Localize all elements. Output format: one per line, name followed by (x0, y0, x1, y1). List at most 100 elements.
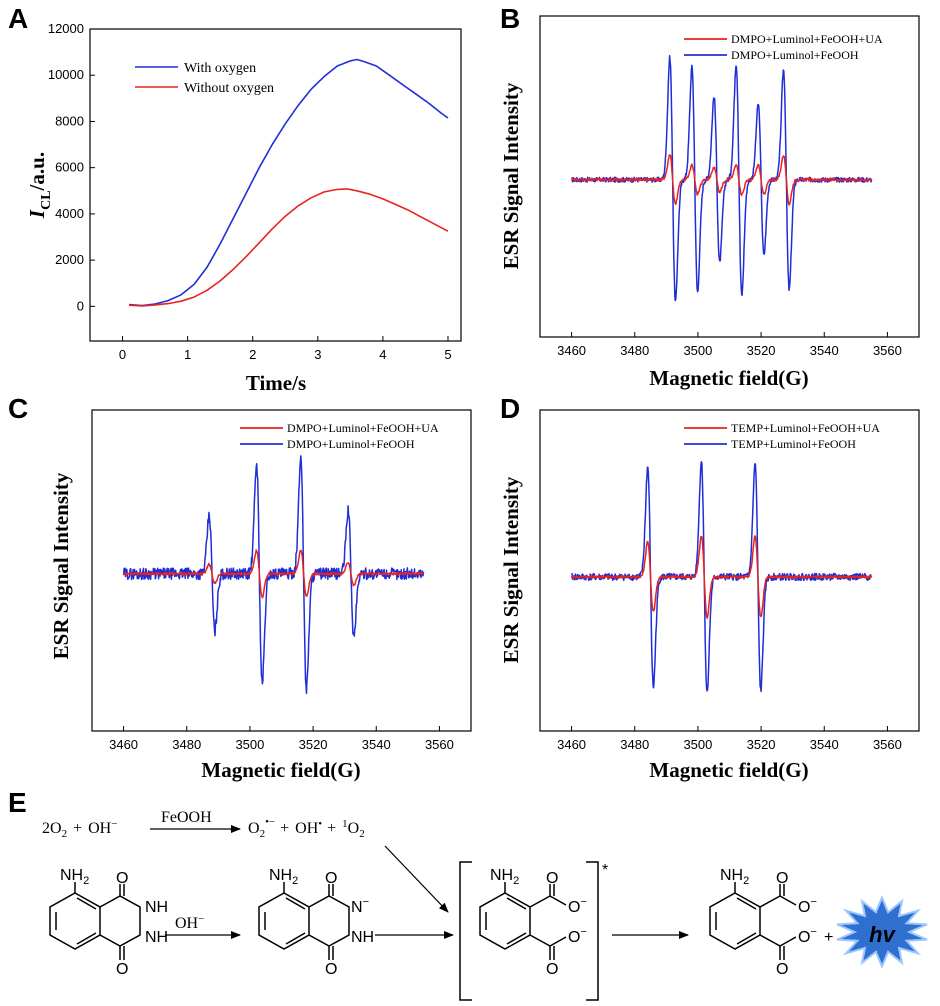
x-tick-label-d: 3520 (747, 737, 776, 752)
arrow-label-oh-charge: − (198, 913, 204, 925)
nh2-sub-2: 2 (292, 875, 298, 887)
benzene-ring-4 (709, 892, 761, 950)
x-tick-label-c: 3460 (109, 737, 138, 752)
plot-frame-a (89, 28, 462, 342)
x-axis-title-b: Magnetic field(G) (649, 366, 808, 390)
singlet-sub: 2 (359, 828, 365, 840)
y-tick-label-a: 4000 (55, 206, 84, 221)
nh2-text-2: NH (269, 867, 292, 884)
y-tick-label-a: 2000 (55, 252, 84, 267)
nh-label-2: NH (351, 929, 374, 946)
x-tick-label-b: 3500 (683, 343, 712, 358)
series-group-b (570, 54, 873, 302)
nh2-sub-3: 2 (513, 875, 519, 887)
carboxylate-o-3-bottom-charge: − (580, 926, 586, 938)
x-tick-label-d: 3500 (683, 737, 712, 752)
series-line-d-ua (570, 535, 873, 619)
panel-e: E 2O2 + OH− FeOOH O2•− + OH• +1O2 NH2 O O NH … (8, 787, 928, 1001)
carboxyl-bond-4a (759, 895, 781, 908)
legend-label-b: DMPO+Luminol+FeOOH (731, 48, 859, 62)
legend-label-with-oxygen: With oxygen (184, 61, 256, 76)
carboxylate-o-3-top-text: O (568, 899, 580, 916)
double-bond-3 (76, 897, 97, 910)
carboxylate-o-4-bottom-text: O (798, 929, 810, 946)
hydroxide: OH (88, 820, 112, 837)
plus-photon: + (824, 929, 833, 946)
nh2-label-3: NH2 (490, 867, 519, 887)
reaction-products-text: O2•− + OH• +1O2 (248, 816, 365, 840)
nh2-label-2: NH2 (269, 867, 298, 887)
y-tick-label-a: 8000 (55, 113, 84, 128)
plot-frame-b (539, 15, 920, 338)
x-axis-title-d: Magnetic field(G) (649, 758, 808, 782)
y-axis-title-a-sub: CL (39, 190, 54, 209)
singlet-sup: 1 (342, 818, 348, 830)
panel-letter-d: D (500, 393, 520, 424)
carbonyl-o-2-top: O (325, 870, 337, 887)
reaction-oxygen-activation: 2O2 + OH− FeOOH O2•− + OH• +1O2 (42, 809, 449, 913)
panel-letter-c: C (8, 393, 28, 424)
panel-a: A 0 1 2 3 4 5 0 2000 4000 6000 8000 10000 12000 With… (8, 3, 462, 395)
series-group-a (129, 58, 449, 307)
arrow-label-oh-text: OH (175, 915, 199, 932)
reactant-o: O (50, 820, 62, 837)
panel-c: C 3460 3480 3500 3520 3540 3560 DMPO+Luminol+… (8, 393, 472, 782)
arrow-ros-to-intermediate (384, 845, 449, 913)
x-tick-label-b: 3560 (873, 343, 902, 358)
y-axis-title-d: ESR Signal Intensity (499, 476, 523, 663)
bracket-left (459, 861, 472, 1001)
superoxide-o: O (248, 820, 260, 837)
benzene-ring-3 (479, 892, 531, 950)
x-tick-label-d: 3540 (810, 737, 839, 752)
carboxylate-bond-3b (549, 936, 567, 947)
nh2-label-1: NH2 (60, 867, 89, 887)
series-line-c-ua (123, 549, 424, 599)
x-tick-label-b: 3540 (810, 343, 839, 358)
n-anion-label: N− (351, 896, 369, 916)
nh2-sub-1: 2 (83, 875, 89, 887)
double-bond-12 (736, 897, 757, 910)
panel-b: B 3460 3480 3500 3520 3540 3560 DMPO+Luminol+… (499, 3, 920, 390)
double-bond-9 (506, 897, 527, 910)
carboxyl-o-3-bottom: O (546, 961, 558, 978)
superoxide-sup: •− (265, 816, 275, 828)
double-bond-2 (76, 932, 97, 945)
panel-letter-a: A (8, 3, 28, 34)
panel-d: D 3460 3480 3500 3520 3540 3560 TEMP+Luminol+… (499, 393, 920, 782)
carboxylate-o-4-top-text: O (798, 899, 810, 916)
carboxyl-bond-3a (529, 895, 551, 908)
carboxylate-o-4-bottom: O− (798, 926, 817, 946)
carboxyl-o-4-bottom: O (776, 961, 788, 978)
axis-ticks-a: 0 1 2 3 4 5 0 2000 4000 6000 8000 10000 12000 (48, 21, 452, 362)
series-line-with-oxygen (129, 58, 449, 307)
photon-burst-icon: hv (836, 895, 928, 969)
nh-label-1b: NH (145, 929, 168, 946)
x-tick-label-a: 4 (379, 347, 386, 362)
molecule-luminol-anion: NH2 O O N− NH (258, 867, 374, 978)
legend-label-d-ua: TEMP+Luminol+FeOOH+UA (731, 421, 880, 435)
y-tick-label-a: 6000 (55, 160, 84, 175)
series-group-c (122, 455, 425, 695)
benzene-ring-2 (258, 892, 310, 950)
x-tick-label-c: 3560 (425, 737, 454, 752)
y-axis-title-a-unit: /a.u. (25, 152, 49, 192)
nh2-text-4: NH (720, 867, 743, 884)
molecule-aminophthalate: NH2 O O− O O− (709, 867, 817, 978)
carboxylate-o-4-top-charge: − (810, 896, 816, 908)
carboxyl-bond-3b (529, 934, 551, 947)
double-bond-11 (736, 932, 757, 945)
nh2-label-4: NH2 (720, 867, 749, 887)
hv-label: hv (869, 922, 896, 947)
nh2-sub-4: 2 (743, 875, 749, 887)
x-tick-label-d: 3560 (873, 737, 902, 752)
plot-frame-d (539, 409, 920, 732)
x-tick-label-c: 3540 (362, 737, 391, 752)
n-anion-text: N (351, 899, 363, 916)
carbonyl-o-2-bottom: O (325, 961, 337, 978)
axis-ticks-c: 3460 3480 3500 3520 3540 3560 (109, 726, 454, 752)
hydroxide-charge: − (111, 818, 117, 830)
double-bond-6 (285, 897, 306, 910)
catalyst-label: FeOOH (161, 809, 212, 826)
y-tick-label-a: 10000 (48, 67, 84, 82)
